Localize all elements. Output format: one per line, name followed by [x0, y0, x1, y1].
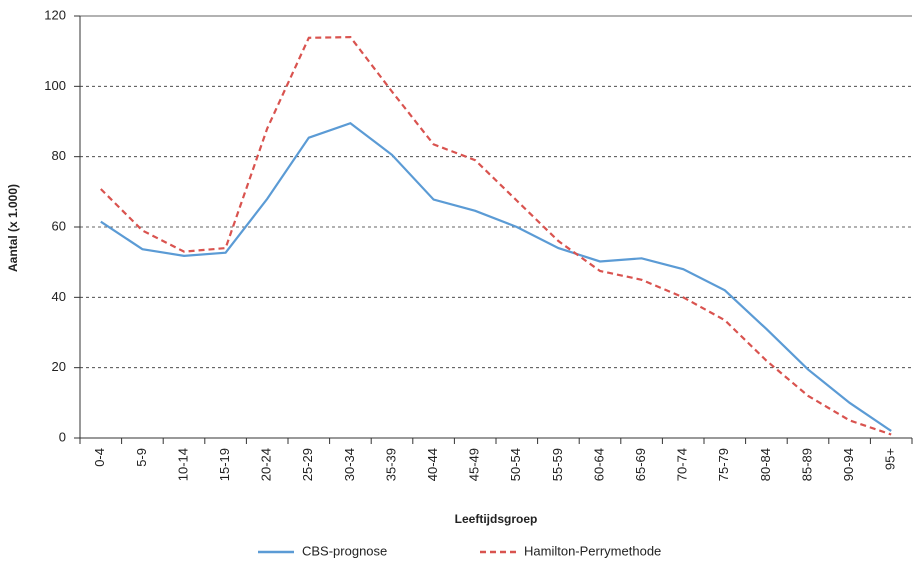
y-axis-title: Aantal (x 1.000) — [6, 184, 20, 272]
x-tick-label: 90-94 — [841, 448, 856, 481]
x-tick-label: 25-29 — [300, 448, 315, 481]
x-tick-label: 65-69 — [633, 448, 648, 481]
x-tick-label: 45-49 — [467, 448, 482, 481]
y-tick-label: 20 — [52, 359, 66, 374]
x-tick-label: 40-44 — [425, 448, 440, 481]
y-tick-label: 80 — [52, 148, 66, 163]
x-axis-title: Leeftijdsgroep — [455, 512, 538, 526]
x-tick-label: 85-89 — [799, 448, 814, 481]
y-tick-label: 40 — [52, 289, 66, 304]
line — [100, 122, 892, 432]
y-tick-label: 120 — [44, 7, 66, 22]
y-tick-label: 0 — [59, 429, 66, 444]
x-tick-label: 0-4 — [92, 448, 107, 467]
x-tick-label: 15-19 — [217, 448, 232, 481]
x-tick-label: 30-34 — [342, 448, 357, 481]
x-tick-label: 80-84 — [758, 448, 773, 481]
x-tick-label: 55-59 — [550, 448, 565, 481]
y-tick-label: 100 — [44, 78, 66, 93]
x-tick-label: 75-79 — [716, 448, 731, 481]
x-tick-label: 5-9 — [134, 448, 149, 467]
x-tick-label: 70-74 — [675, 448, 690, 481]
line — [100, 35, 892, 436]
x-tick-label: 95+ — [883, 448, 898, 470]
x-tick-label: 20-24 — [259, 448, 274, 481]
x-tick-label: 50-54 — [508, 448, 523, 481]
legend-label: Hamilton-Perrymethode — [524, 543, 661, 558]
legend-label: CBS-prognose — [302, 543, 387, 558]
x-tick-label: 60-64 — [591, 448, 606, 481]
x-tick-label: 35-39 — [383, 448, 398, 481]
x-tick-label: 10-14 — [175, 448, 190, 481]
y-tick-label: 60 — [52, 218, 66, 233]
